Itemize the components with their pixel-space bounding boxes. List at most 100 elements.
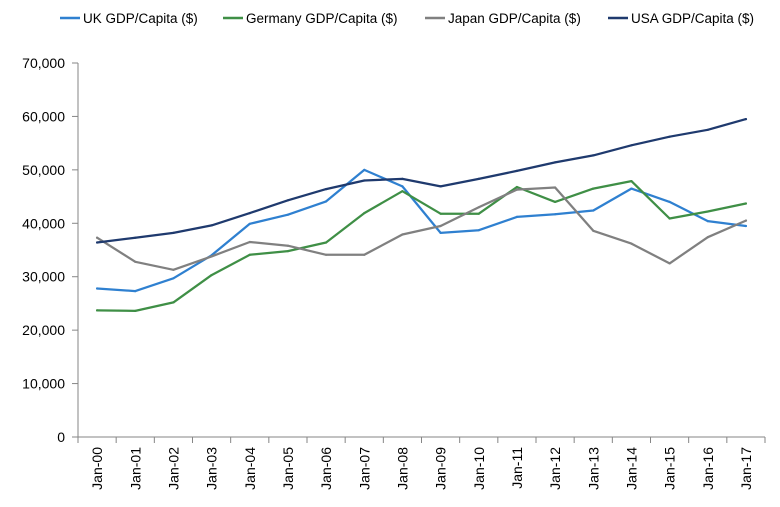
data-point xyxy=(210,274,213,277)
data-point xyxy=(744,219,748,222)
data-point xyxy=(592,229,595,232)
x-tick-label: Jan-17 xyxy=(738,447,754,490)
x-tick-label: Jan-15 xyxy=(662,447,678,490)
data-point xyxy=(477,206,480,209)
data-point xyxy=(401,190,404,193)
legend-item: Japan GDP/Capita ($) xyxy=(425,11,581,26)
y-tick-label: 20,000 xyxy=(22,322,65,338)
data-point xyxy=(554,161,557,164)
data-point xyxy=(248,222,251,225)
legend-item: USA GDP/Capita ($) xyxy=(608,11,754,26)
y-tick-label: 0 xyxy=(57,429,65,445)
series-line-2 xyxy=(95,179,748,313)
data-point xyxy=(630,242,633,245)
x-tick-label: Jan-00 xyxy=(89,447,105,490)
data-point xyxy=(363,168,366,171)
x-tick-label: Jan-06 xyxy=(318,447,334,490)
data-point xyxy=(439,224,442,228)
data-point xyxy=(706,128,709,131)
data-point xyxy=(668,262,671,265)
x-tick-label: Jan-10 xyxy=(471,447,487,490)
data-point xyxy=(592,154,595,157)
legend-item: Germany GDP/Capita ($) xyxy=(223,11,398,26)
data-point xyxy=(744,224,748,228)
data-point xyxy=(630,144,633,147)
data-point xyxy=(325,200,328,203)
data-point xyxy=(96,287,99,290)
data-point xyxy=(515,169,519,172)
data-point xyxy=(172,301,175,304)
legend-label: USA GDP/Capita ($) xyxy=(631,11,754,26)
x-tick-label: Jan-09 xyxy=(433,447,449,490)
legend-label: UK GDP/Capita ($) xyxy=(83,11,198,26)
data-point xyxy=(744,202,748,205)
data-point xyxy=(286,213,289,216)
data-point xyxy=(134,309,137,312)
data-point xyxy=(96,236,99,239)
data-point xyxy=(668,200,671,203)
x-tick-label: Jan-02 xyxy=(165,447,181,490)
data-point xyxy=(248,212,251,215)
data-point xyxy=(439,231,442,234)
data-point xyxy=(96,241,99,244)
data-point xyxy=(248,240,251,244)
data-point xyxy=(630,187,633,190)
x-tick-label: Jan-04 xyxy=(242,447,258,490)
data-point xyxy=(363,179,366,182)
data-point xyxy=(630,180,633,183)
legend-item: UK GDP/Capita ($) xyxy=(60,11,198,26)
data-point xyxy=(210,255,213,258)
x-tick-label: Jan-12 xyxy=(547,447,563,490)
data-point xyxy=(554,200,557,203)
data-point xyxy=(592,209,595,212)
data-point xyxy=(477,229,480,232)
data-point xyxy=(515,188,519,191)
data-point xyxy=(325,241,328,244)
data-point xyxy=(134,236,137,239)
data-point xyxy=(401,233,404,236)
data-point xyxy=(363,253,366,256)
data-point xyxy=(172,231,175,234)
y-tick-label: 50,000 xyxy=(22,162,65,178)
x-tick-label: Jan-08 xyxy=(394,447,410,490)
y-tick-label: 70,000 xyxy=(22,55,65,71)
data-point xyxy=(515,185,519,189)
y-tick-label: 60,000 xyxy=(22,108,65,124)
data-point xyxy=(363,212,366,215)
y-tick-label: 10,000 xyxy=(22,376,65,392)
data-point xyxy=(706,236,709,239)
data-point xyxy=(592,187,595,190)
data-point xyxy=(401,177,404,180)
x-tick-label: Jan-05 xyxy=(280,447,296,490)
x-tick-label: Jan-11 xyxy=(509,447,525,489)
data-point xyxy=(554,213,557,216)
data-point xyxy=(439,185,442,188)
data-point xyxy=(744,118,748,121)
data-point xyxy=(668,135,671,138)
x-tick-label: Jan-07 xyxy=(356,447,372,490)
x-tick-label: Jan-16 xyxy=(700,447,716,490)
data-point xyxy=(401,185,404,188)
data-point xyxy=(325,253,328,256)
data-point xyxy=(286,244,289,247)
data-point xyxy=(477,177,480,180)
series-line-3 xyxy=(95,186,748,271)
y-tick-label: 40,000 xyxy=(22,215,65,231)
data-point xyxy=(706,210,709,213)
data-point xyxy=(286,199,289,202)
data-point xyxy=(172,268,175,271)
data-point xyxy=(477,212,480,215)
data-point xyxy=(210,224,213,227)
legend-label: Germany GDP/Capita ($) xyxy=(246,11,398,26)
data-point xyxy=(96,309,99,312)
x-tick-label: Jan-14 xyxy=(623,447,639,490)
x-tick-label: Jan-03 xyxy=(204,447,220,490)
x-tick-label: Jan-01 xyxy=(127,447,143,490)
y-tick-label: 30,000 xyxy=(22,269,65,285)
series-layer xyxy=(95,117,748,313)
data-point xyxy=(134,290,137,293)
data-point xyxy=(515,215,519,218)
data-point xyxy=(286,250,289,253)
legend-label: Japan GDP/Capita ($) xyxy=(448,11,581,26)
